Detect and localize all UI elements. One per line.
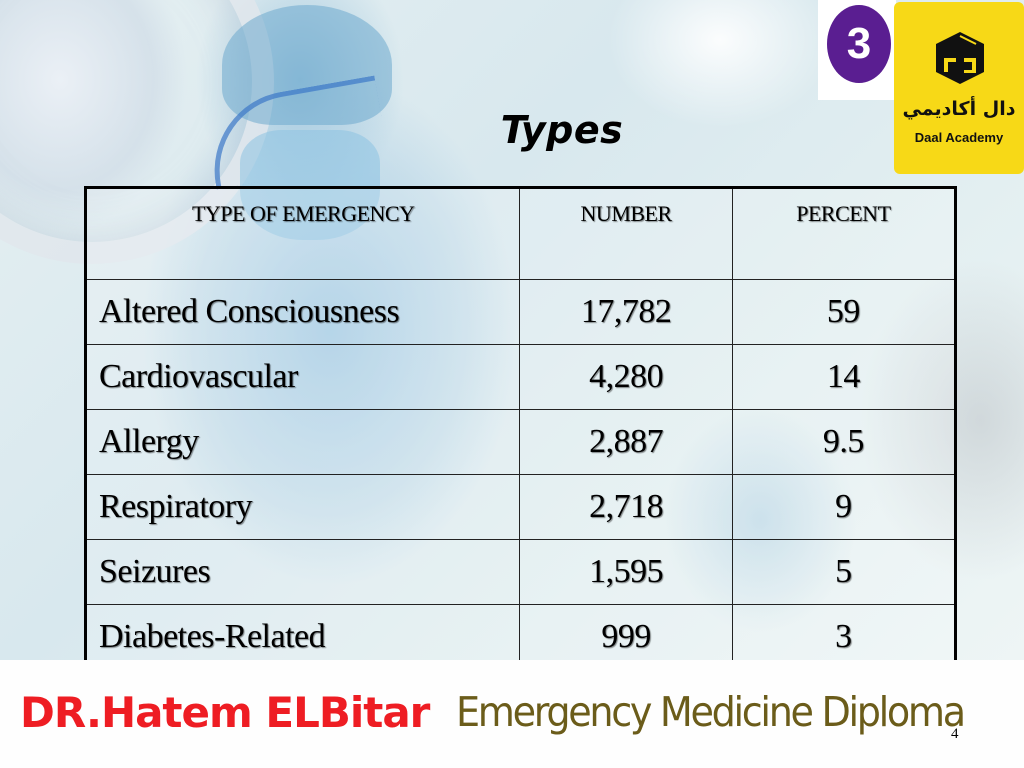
- cell-number: 1,595: [519, 539, 733, 605]
- cube-icon: [936, 32, 984, 84]
- table-header-row: TYPE OF EMERGENCY NUMBER PERCENT: [84, 187, 957, 280]
- cell-percent: 9: [731, 474, 957, 540]
- logo-arabic-name: دال أكاديمي: [902, 98, 1016, 120]
- cell-type: Cardiovascular: [84, 344, 521, 410]
- cell-percent: 9.5: [731, 409, 957, 475]
- logo-latin-name: Daal Academy: [914, 130, 1004, 145]
- cell-percent: 59: [731, 279, 957, 345]
- cell-type: Altered Consciousness: [84, 279, 521, 345]
- cell-percent: 14: [731, 344, 957, 410]
- table-row: Diabetes-Related 999 3: [84, 604, 957, 671]
- emergency-types-table: TYPE OF EMERGENCY NUMBER PERCENT Altered…: [84, 186, 957, 672]
- number-badge-circle: 3: [827, 5, 891, 83]
- table-row: Cardiovascular 4,280 14: [84, 344, 957, 410]
- cell-type: Diabetes-Related: [84, 604, 521, 671]
- cell-number: 999: [519, 604, 733, 671]
- cell-number: 17,782: [519, 279, 733, 345]
- course-name: Emergency Medicine Diploma: [456, 688, 966, 736]
- cell-type: Allergy: [84, 409, 521, 475]
- table-row: Allergy 2,887 9.5: [84, 409, 957, 475]
- slide-title: Types: [500, 108, 624, 152]
- header-percent: PERCENT: [731, 187, 957, 280]
- table-row: Respiratory 2,718 9: [84, 474, 957, 540]
- cell-percent: 3: [731, 604, 957, 671]
- cell-percent: 5: [731, 539, 957, 605]
- page-number: 4: [951, 726, 959, 742]
- doctor-name: DR.Hatem ELBitar: [20, 688, 430, 737]
- cell-number: 2,718: [519, 474, 733, 540]
- number-badge: 3: [818, 0, 896, 100]
- table-row: Seizures 1,595 5: [84, 539, 957, 605]
- daal-academy-logo: دال أكاديمي Daal Academy: [894, 2, 1024, 174]
- slide-footer: DR.Hatem ELBitar Emergency Medicine Dipl…: [0, 660, 1024, 768]
- header-type: TYPE OF EMERGENCY: [84, 187, 521, 280]
- cell-number: 2,887: [519, 409, 733, 475]
- cell-number: 4,280: [519, 344, 733, 410]
- cell-type: Respiratory: [84, 474, 521, 540]
- table-row: Altered Consciousness 17,782 59: [84, 279, 957, 345]
- surgeon-cap-image: [222, 5, 392, 125]
- header-number: NUMBER: [519, 187, 733, 280]
- cell-type: Seizures: [84, 539, 521, 605]
